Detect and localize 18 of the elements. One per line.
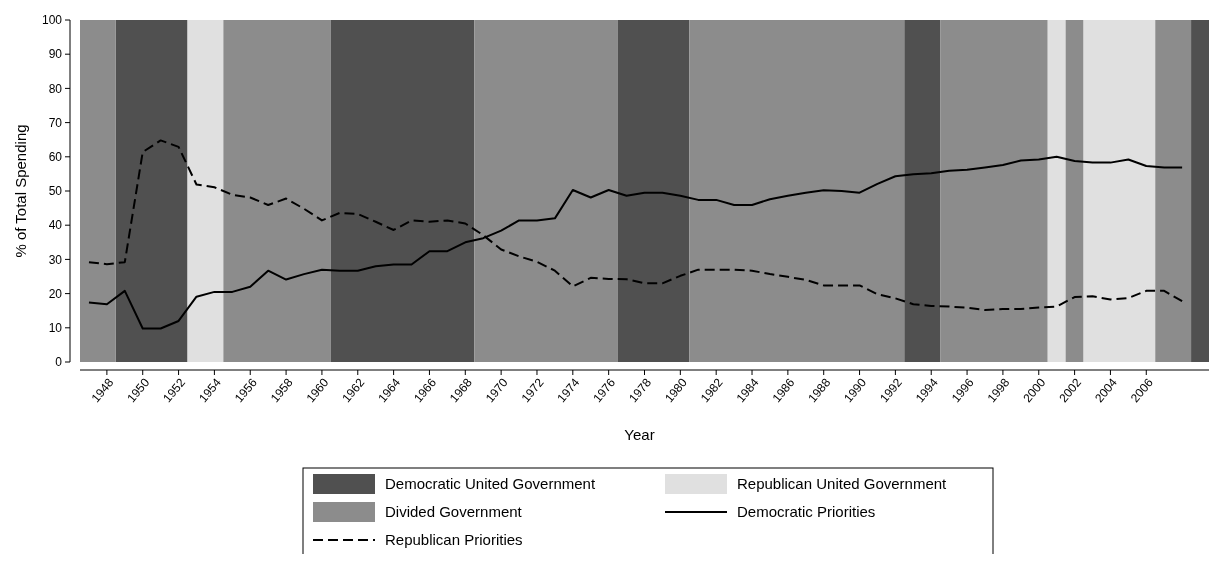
y-tick-label: 20 [48, 286, 63, 301]
y-tick-label: 50 [48, 184, 63, 199]
y-tick-label: 90 [48, 47, 63, 62]
y-tick-label: 100 [41, 13, 63, 28]
y-tick-label: 40 [48, 218, 63, 233]
x-axis-title: Year [624, 426, 655, 443]
y-tick-label: 70 [48, 115, 63, 130]
legend-label: Republican United Government [737, 475, 948, 493]
y-axis-title: % of Total Spending [12, 124, 29, 258]
y-tick-label: 80 [48, 81, 63, 96]
y-tick-label: 0 [55, 355, 63, 370]
y-tick-label: 30 [48, 252, 63, 267]
legend-label: Divided Government [385, 503, 523, 521]
legend-label: Democratic United Government [385, 475, 596, 493]
legend-label: Democratic Priorities [737, 503, 876, 521]
legend-label: Republican Priorities [385, 531, 523, 549]
y-tick-label: 60 [48, 150, 63, 164]
y-tick-label: 10 [48, 321, 63, 335]
